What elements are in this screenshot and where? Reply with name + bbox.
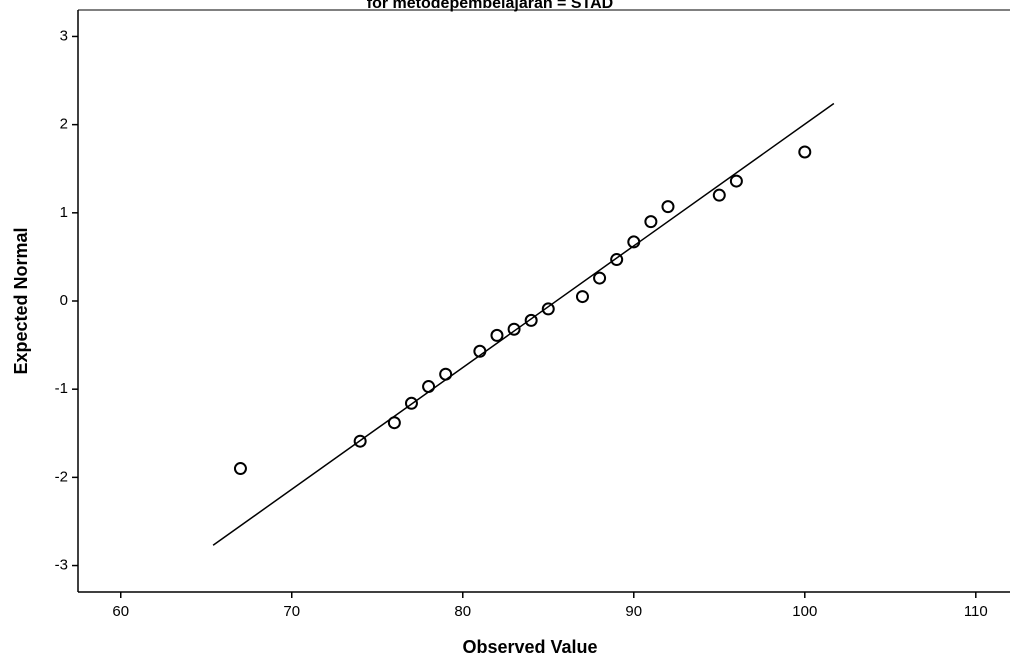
page: {"chart_data": { "type": "scatter", "tit… [0, 0, 1010, 664]
y-tick-label: -2 [55, 468, 68, 485]
y-tick-label: 2 [60, 116, 68, 133]
x-tick-label: 90 [625, 603, 642, 620]
data-point [645, 216, 656, 227]
y-axis-label: Expected Normal [11, 227, 31, 374]
y-tick-label: -1 [55, 380, 68, 397]
y-tick-label: 1 [60, 204, 68, 221]
data-point [526, 315, 537, 326]
x-tick-label: 110 [964, 603, 988, 620]
y-tick-label: 0 [60, 292, 68, 309]
data-point [577, 291, 588, 302]
x-tick-label: 60 [112, 603, 129, 620]
data-point [491, 330, 502, 341]
x-tick-label: 80 [454, 603, 471, 620]
data-point [731, 176, 742, 187]
data-point [714, 190, 725, 201]
x-tick-label: 100 [792, 603, 817, 620]
data-point [611, 254, 622, 265]
data-point [594, 273, 605, 284]
chart: for metodepembelajaran = STAD Observed V… [0, 0, 1010, 664]
data-point [423, 381, 434, 392]
y-tick-label: -3 [55, 557, 68, 574]
data-point [662, 201, 673, 212]
data-point [235, 463, 246, 474]
data-point [799, 146, 810, 157]
data-point [389, 417, 400, 428]
reference-line [213, 103, 834, 545]
x-axis-label: Observed Value [462, 637, 597, 657]
y-tick-label: 3 [60, 27, 68, 44]
x-tick-label: 70 [283, 603, 300, 620]
data-point [440, 369, 451, 380]
